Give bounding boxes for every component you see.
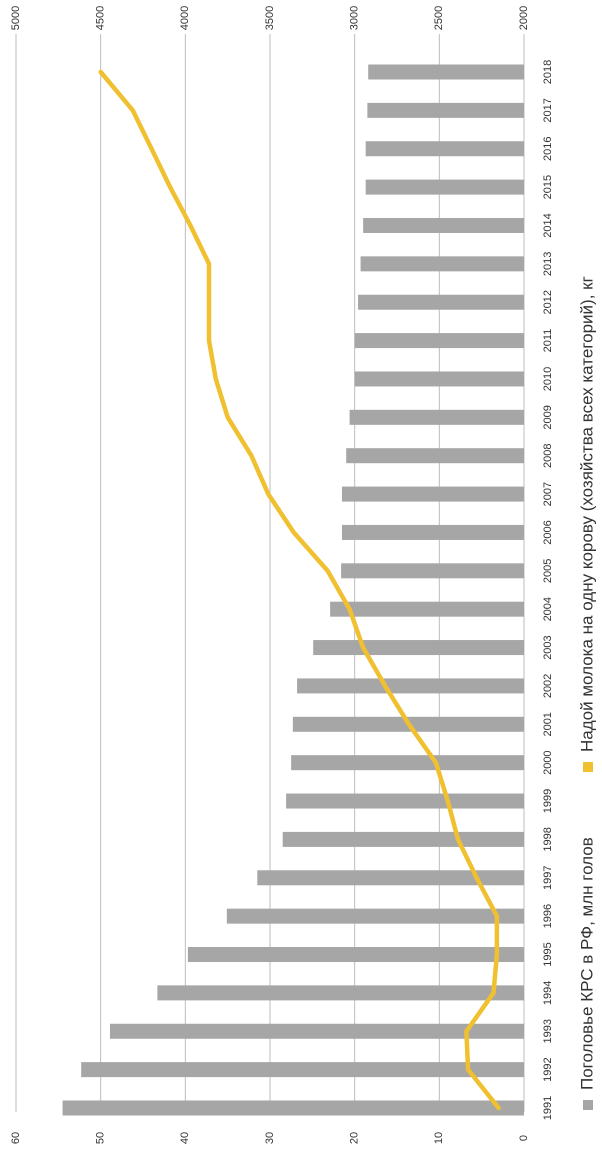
bar-1995 (187, 947, 524, 963)
line-series (98, 69, 501, 1111)
x-tick-label: 1999 (542, 789, 554, 813)
bar-2005 (341, 563, 524, 579)
x-tick-label: 1994 (542, 981, 554, 1005)
milk-yield-line (98, 69, 501, 1111)
left-axis-tick-label: 0 (518, 1135, 530, 1141)
x-tick-label: 2011 (542, 329, 554, 353)
x-tick-label: 1991 (542, 1096, 554, 1120)
bar-2008 (346, 448, 524, 464)
x-tick-label: 1997 (542, 866, 554, 890)
legend-label: Поголовье КРС в РФ, млн голов (577, 837, 596, 1090)
x-tick-label: 2004 (542, 597, 554, 621)
legend-square-icon (583, 762, 593, 772)
x-tick-label: 1993 (542, 1019, 554, 1043)
bar-2011 (354, 333, 524, 349)
x-tick-labels: 1991 1992 1993 1994 1995 1996 1997 1998 1999 2000… (542, 60, 554, 1120)
left-axis-tick-label: 20 (349, 1132, 361, 1144)
x-tick-label: 2001 (542, 712, 554, 736)
x-tick-label: 2010 (542, 367, 554, 391)
x-tick-label: 2018 (542, 60, 554, 84)
bar-1998 (282, 831, 524, 847)
bar-2012 (358, 294, 524, 310)
bar-2014 (363, 217, 524, 233)
bar-1997 (257, 870, 524, 886)
right-axis-tick-label: 2500 (433, 6, 445, 30)
bar-2003 (313, 640, 524, 656)
right-axis-tick-label: 4000 (179, 6, 191, 30)
x-tick-label: 2002 (542, 674, 554, 698)
x-tick-label: 2017 (542, 98, 554, 122)
bar-2007 (341, 486, 524, 502)
bar-1991 (62, 1100, 525, 1116)
bar-2004 (330, 601, 524, 617)
x-tick-label: 1995 (542, 942, 554, 966)
bar-2006 (341, 524, 524, 540)
x-tick-label: 2003 (542, 635, 554, 659)
legend: Поголовье КРС в РФ, млн голов Надой молок… (577, 276, 596, 1110)
right-axis-ticks: 2000 2500 3000 3500 4000 4500 5000 (10, 6, 530, 30)
bars (62, 64, 525, 1116)
x-tick-label: 2005 (542, 559, 554, 583)
x-tick-label: 2006 (542, 520, 554, 544)
x-tick-label: 2012 (542, 290, 554, 314)
x-tick-label: 2015 (542, 175, 554, 199)
x-tick-label: 1992 (542, 1057, 554, 1081)
bar-1999 (286, 793, 524, 809)
bar-1992 (81, 1062, 525, 1078)
bar-2013 (360, 256, 524, 272)
left-axis-tick-label: 40 (179, 1132, 191, 1144)
bar-2002 (297, 678, 524, 694)
x-tick-label: 2000 (542, 750, 554, 774)
x-tick-label: 2014 (542, 213, 554, 237)
x-tick-label: 1996 (542, 904, 554, 928)
bar-2018 (368, 64, 524, 80)
right-axis-tick-label: 5000 (10, 6, 22, 30)
bar-2015 (365, 179, 524, 195)
x-tick-label: 2007 (542, 482, 554, 506)
left-axis-tick-label: 10 (433, 1132, 445, 1144)
x-tick-label: 2013 (542, 252, 554, 276)
right-axis-tick-label: 2000 (518, 6, 530, 30)
x-tick-label: 2008 (542, 443, 554, 467)
right-axis-tick-label: 4500 (95, 6, 107, 30)
bar-2000 (291, 755, 524, 771)
legend-square-icon (583, 1100, 593, 1110)
bar-2009 (349, 409, 524, 425)
left-axis-tick-label: 60 (10, 1132, 22, 1144)
bar-1994 (157, 985, 525, 1001)
x-tick-label: 2009 (542, 405, 554, 429)
right-axis-tick-label: 3000 (349, 6, 361, 30)
bar-2016 (365, 141, 524, 157)
bar-2010 (354, 371, 524, 387)
x-tick-label: 1998 (542, 827, 554, 851)
bar-1993 (109, 1023, 524, 1039)
legend-label: Надой молока на одну корову (хозяйства в… (577, 276, 596, 752)
x-tick-label: 2016 (542, 136, 554, 160)
right-axis-tick-label: 3500 (264, 6, 276, 30)
bar-2017 (367, 102, 524, 118)
left-axis-tick-label: 30 (264, 1132, 276, 1144)
left-axis-tick-label: 50 (95, 1132, 107, 1144)
left-axis-ticks: 0 10 20 30 40 50 60 (10, 1132, 530, 1144)
bar-1996 (226, 908, 524, 924)
